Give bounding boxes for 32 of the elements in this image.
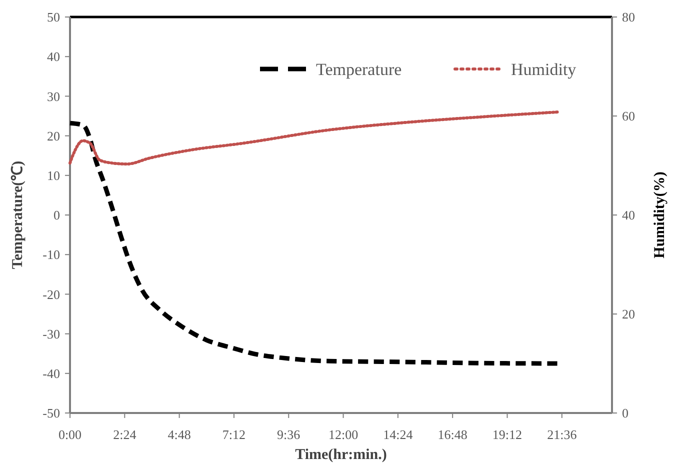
y-tick-label: -40 — [42, 366, 60, 381]
y-tick-label: 30 — [47, 88, 60, 104]
y-axis-title: Temperature(℃) — [10, 160, 26, 270]
y-tick-label: -20 — [42, 286, 60, 302]
x-tick-label: 2:24 — [113, 427, 137, 442]
x-tick-label: 9:36 — [277, 427, 301, 442]
y-tick-label: -30 — [42, 326, 60, 342]
y2-tick-label: 0 — [622, 406, 628, 421]
y-tick-label: 20 — [47, 128, 60, 144]
line-series — [68, 110, 559, 166]
y-tick-label: -10 — [42, 247, 60, 262]
x-tick-label: 14:24 — [383, 427, 414, 442]
x-tick-label: 0:00 — [58, 427, 82, 442]
y2-tick-label: 20 — [622, 306, 635, 322]
y-tick-label: 0 — [54, 208, 60, 223]
y-tick-label: 50 — [47, 10, 60, 25]
x-tick-label: 19:12 — [492, 427, 522, 442]
y2-tick-label: 60 — [622, 108, 635, 124]
x-tick-label: 7:12 — [222, 427, 246, 442]
x-tick-label: 16:48 — [438, 427, 468, 442]
legend-label: Humidity — [511, 60, 577, 79]
legend-label: Temperature — [316, 60, 402, 79]
x-axis-title: Time(hr:min.) — [295, 447, 387, 463]
y-tick-label: 40 — [47, 49, 60, 64]
x-tick-label: 4:48 — [168, 427, 191, 442]
x-tick-label: 21:36 — [547, 427, 578, 442]
y2-axis-title: Humidity(%) — [652, 172, 668, 258]
y-tick-label: 10 — [47, 168, 60, 183]
y-tick-label: -50 — [42, 406, 60, 421]
y2-tick-label: 40 — [622, 208, 635, 223]
x-tick-label: 12:00 — [328, 427, 358, 442]
y2-tick-label: 80 — [622, 10, 635, 25]
